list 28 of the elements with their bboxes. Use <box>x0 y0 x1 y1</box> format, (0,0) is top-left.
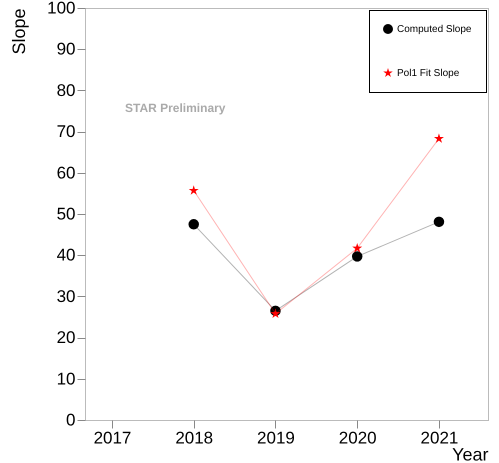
y-tick-label: 100 <box>47 0 76 18</box>
y-tick-label: 50 <box>56 204 76 224</box>
point <box>434 216 444 228</box>
y-tick-label: 90 <box>56 40 76 59</box>
y-tick-label: 10 <box>56 369 76 388</box>
x-tick-label: 2021 <box>420 428 458 448</box>
y-tick-label: 80 <box>56 80 76 100</box>
x-tick-label: 2017 <box>94 428 132 448</box>
y-tick-label: 60 <box>56 163 76 182</box>
legend-label: Pol1 Fit Slope <box>397 68 460 79</box>
x-tick-label: 2018 <box>175 428 214 448</box>
y-tick-label: 30 <box>56 286 76 306</box>
annotation: STAR Preliminary <box>125 101 226 115</box>
point <box>434 133 444 143</box>
point <box>352 251 362 262</box>
x-tick-label: 2020 <box>338 428 377 448</box>
point <box>270 308 280 318</box>
y-tick-label: 20 <box>56 328 76 348</box>
y-axis-title: Slope <box>9 8 30 55</box>
point <box>188 185 199 195</box>
x-tick-label: 2019 <box>257 428 295 448</box>
y-tick-label: 0 <box>66 410 76 430</box>
y-tick-label: 40 <box>56 246 76 265</box>
legend-label: Computed Slope <box>397 24 472 35</box>
point <box>188 219 199 230</box>
point <box>352 242 362 252</box>
y-tick-label: 70 <box>56 122 76 142</box>
x-axis-title: Year <box>452 444 488 463</box>
